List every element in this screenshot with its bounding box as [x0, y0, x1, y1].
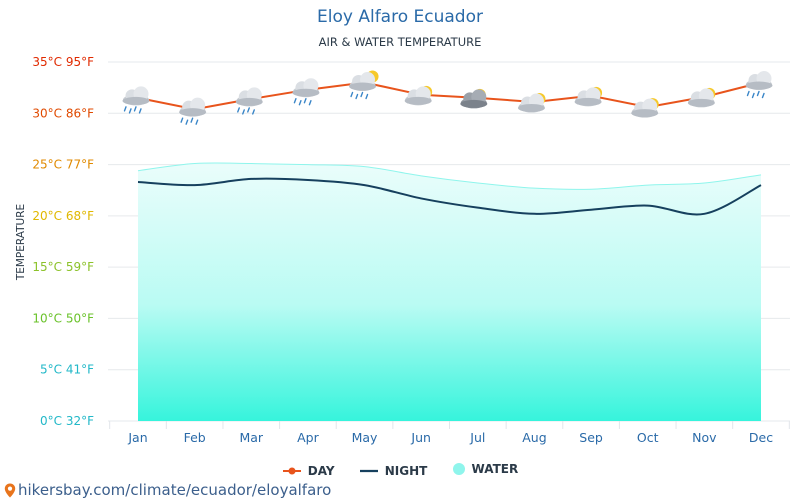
y-tick-label: 15°C 59°F — [32, 260, 94, 274]
chart-subtitle: AIR & WATER TEMPERATURE — [318, 35, 482, 49]
x-tick-label: May — [352, 430, 378, 445]
y-tick-label: 5°C 41°F — [40, 363, 94, 377]
rain-icon — [179, 97, 207, 125]
y-tick-label: 30°C 86°F — [32, 106, 94, 120]
rain-icon — [235, 87, 263, 115]
rain-icon — [122, 86, 150, 114]
sun-cloud-icon — [517, 93, 546, 113]
y-tick-label: 10°C 50°F — [32, 311, 94, 325]
night-line — [137, 177, 762, 216]
x-tick-labels: Jan Feb Mar Apr May Jun Jul Aug Sep Oct Nov Dec — [127, 430, 773, 445]
sun-cloud-icon — [687, 87, 716, 108]
water-series — [137, 162, 762, 421]
weather-icons — [122, 70, 773, 125]
sun-cloud-icon — [404, 85, 433, 106]
x-tick-label: Oct — [637, 430, 659, 445]
y-tick-label: 0°C 32°F — [40, 414, 94, 428]
map-pin-icon — [4, 483, 16, 497]
chart-plot: 0°C 32°F 5°C 41°F 10°C 50°F 15°C 59°F 20°C 6… — [32, 55, 790, 445]
legend-night-swatch — [359, 469, 378, 473]
legend-water[interactable]: WATER — [452, 462, 519, 476]
x-tick-label: Jun — [410, 430, 431, 445]
x-tick-label: Nov — [692, 430, 717, 445]
water-line — [137, 162, 762, 190]
legend-day-label: DAY — [307, 464, 335, 478]
rain-icon — [745, 71, 773, 99]
legend-day-swatch — [282, 467, 301, 475]
source-url: hikersbay.com/climate/ecuador/eloyalfaro — [18, 481, 332, 499]
legend-water-swatch — [452, 463, 465, 475]
legend-water-label: WATER — [471, 462, 519, 476]
legend: DAY NIGHT WATER — [0, 462, 800, 479]
sun-cloud-icon — [631, 98, 659, 118]
x-tick-label: Jan — [127, 430, 147, 445]
sun-storm-cloud-icon — [460, 88, 488, 109]
y-tick-label: 35°C 95°F — [32, 55, 94, 69]
night-series — [137, 177, 762, 216]
chart-title: Eloy Alfaro Ecuador — [317, 7, 483, 27]
x-tick-label: Dec — [749, 430, 773, 445]
source-link[interactable]: hikersbay.com/climate/ecuador/eloyalfaro — [4, 481, 331, 499]
x-tick-label: Jul — [469, 430, 485, 445]
x-tick-label: Apr — [297, 430, 319, 445]
x-tick-label: Mar — [239, 430, 263, 445]
x-tick-label: Aug — [522, 430, 546, 445]
legend-day[interactable]: DAY — [282, 464, 335, 478]
x-tick-label: Sep — [579, 430, 603, 445]
legend-night-label: NIGHT — [384, 464, 428, 478]
day-series — [137, 81, 762, 111]
y-tick-labels: 0°C 32°F 5°C 41°F 10°C 50°F 15°C 59°F 20°C 6… — [32, 55, 94, 428]
rain-icon — [292, 78, 320, 106]
water-area — [138, 162, 761, 421]
sun-cloud-icon — [574, 86, 603, 107]
sun-rain-icon — [349, 70, 379, 100]
x-tick-label: Feb — [184, 430, 206, 445]
legend-night[interactable]: NIGHT — [359, 464, 428, 478]
y-tick-label: 25°C 77°F — [32, 158, 94, 172]
day-line — [137, 81, 762, 111]
y-tick-label: 20°C 68°F — [32, 209, 94, 223]
